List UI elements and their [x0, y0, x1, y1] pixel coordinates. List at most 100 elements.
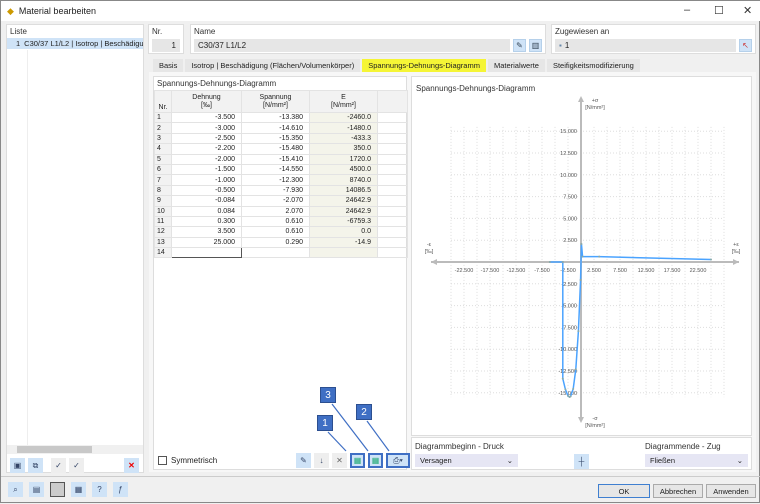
units-icon[interactable]: ▤	[29, 482, 44, 497]
y-tick-label: 12.500	[560, 151, 577, 157]
color-icon[interactable]	[50, 482, 65, 497]
data-point	[581, 255, 584, 258]
table-row: 2 -3.000 -14.610 -1480.0	[154, 122, 408, 134]
callout-2: 2	[356, 404, 372, 420]
stress-strain-table: Nr. Dehnung [‰] Spannung [N/mm²] E [N/mm²] …	[154, 90, 408, 259]
chevron-down-icon: ⌄	[736, 456, 743, 465]
x-tick-label: -22.500	[455, 268, 474, 274]
diagram-start-select[interactable]: Versagen ⌄	[415, 454, 518, 467]
data-point	[567, 394, 569, 397]
header-stress: Spannung [N/mm²]	[241, 90, 310, 113]
apply-button[interactable]: Anwenden	[706, 484, 756, 498]
y-unit-bottom: [N/mm²]	[585, 423, 605, 429]
data-point	[579, 279, 582, 282]
x-pos-label: +ε	[733, 242, 739, 248]
data-point	[564, 388, 567, 391]
stress-strain-chart: -22.500 -17.500 -12.500 -7.500 -2.500 2.500 7.…	[425, 96, 741, 429]
chevron-down-icon: ⌄	[506, 456, 513, 465]
tab-stress-strain[interactable]: Spannungs-Dehnungs-Diagramm	[362, 59, 486, 72]
x-tick-label: 17.500	[664, 268, 681, 274]
edit-table-icon[interactable]: ✎	[296, 453, 311, 468]
edit-name-icon[interactable]: ✎	[513, 39, 526, 52]
export-excel-icon[interactable]: ▦	[350, 453, 365, 468]
function-icon[interactable]: ƒ	[113, 482, 128, 497]
tab-basis[interactable]: Basis	[153, 59, 184, 72]
assigned-value: 1	[564, 41, 570, 50]
data-point	[561, 377, 564, 380]
search-icon[interactable]: ⌕	[8, 482, 23, 497]
name-label: Name	[194, 27, 216, 36]
table-title: Spannungs-Dehnungs-Diagramm	[157, 79, 277, 88]
library-icon[interactable]: ▥	[529, 39, 542, 52]
table-row: 14	[154, 247, 408, 259]
new-material-icon[interactable]: ▣	[10, 458, 25, 473]
help-icon[interactable]: ?	[92, 482, 107, 497]
data-point	[548, 261, 551, 263]
bottom-toolbar	[1, 476, 760, 477]
app-icon: ◆	[7, 5, 14, 16]
window-title: Material bearbeiten	[18, 6, 96, 16]
tree-line	[27, 50, 28, 450]
symmetric-checkbox[interactable]	[158, 456, 167, 465]
header-empty	[377, 90, 408, 113]
x-tick-label: 2.500	[587, 268, 601, 274]
y-tick-label: -12.500	[558, 369, 577, 375]
cell-x	[377, 247, 408, 259]
name-panel: Name C30/37 L1/L2 ✎ ▥	[190, 24, 546, 54]
diagram-start-label: Diagrammbeginn - Druck	[415, 442, 504, 451]
callout-1: 1	[317, 415, 333, 431]
minimize-button[interactable]: –	[684, 4, 691, 16]
assigned-label: Zugewiesen an	[555, 27, 610, 36]
axis-settings-icon[interactable]: ┼	[574, 454, 589, 469]
header-e: E [N/mm²]	[309, 90, 378, 113]
select-objects-icon[interactable]: ↖	[739, 39, 752, 52]
diagram-end-value: Fließen	[650, 456, 676, 465]
print-icon[interactable]: ⎙▾	[386, 453, 410, 468]
name-field[interactable]: C30/37 L1/L2	[194, 39, 510, 52]
cancel-button[interactable]: Abbrechen	[653, 484, 703, 498]
maximize-button[interactable]: ☐	[714, 5, 724, 17]
check-icon[interactable]: ✓	[51, 458, 66, 473]
tab-bar: Basis Isotrop | Beschädigung (Flächen/Vo…	[153, 59, 640, 72]
assigned-field[interactable]: ▪ 1	[555, 39, 736, 52]
y-pos-label: +σ	[592, 98, 599, 104]
import-excel-icon[interactable]: ▦	[368, 453, 383, 468]
chart-title: Spannungs-Dehnungs-Diagramm	[416, 84, 536, 93]
data-point	[561, 261, 564, 263]
y-tick-label: -10.000	[558, 347, 577, 353]
y-tick-label: 15.000	[560, 129, 577, 135]
list-item[interactable]: 1 C30/37 L1/L2 | Isotrop | Beschädigung	[7, 38, 143, 49]
x-tick-label: -12.500	[507, 268, 526, 274]
data-point	[580, 242, 583, 245]
table-row: 4 -2.200 -15.480 350.0	[154, 143, 408, 155]
x-tick-label: 22.500	[690, 268, 707, 274]
y-tick-label: 5.000	[563, 216, 577, 222]
x-tick-label: 7.500	[613, 268, 627, 274]
copy-material-icon[interactable]: ⧉	[28, 458, 43, 473]
table-panel: Spannungs-Dehnungs-Diagramm Nr. Dehnung[…	[153, 76, 410, 470]
delete-row-icon[interactable]: ✕	[332, 453, 347, 468]
assigned-panel: Zugewiesen an ▪ 1 ↖	[551, 24, 756, 54]
x-unit-right: [‰]	[732, 249, 741, 255]
tab-materialwerte[interactable]: Materialwerte	[487, 59, 545, 72]
tab-isotrop[interactable]: Isotrop | Beschädigung (Flächen/Volumenk…	[185, 59, 361, 72]
uncheck-icon[interactable]: ✓	[69, 458, 84, 473]
y-neg-label: -σ	[592, 416, 598, 422]
data-point	[572, 387, 575, 390]
close-button[interactable]: ✕	[743, 5, 753, 17]
y-tick-label: 2.500	[563, 238, 577, 244]
sort-icon[interactable]: ↓	[314, 453, 329, 468]
delete-icon[interactable]: ✕	[124, 458, 139, 473]
x-tick-label: -7.500	[534, 268, 550, 274]
x-tick-label: 12.500	[638, 268, 655, 274]
parameters-icon[interactable]: ▦	[71, 482, 86, 497]
x-unit-left: [‰]	[425, 249, 434, 255]
horizontal-scrollbar[interactable]	[7, 445, 143, 454]
y-tick-label: -2.500	[561, 282, 577, 288]
y-tick-label: -7.500	[561, 325, 577, 331]
list-item-text: C30/37 L1/L2 | Isotrop | Beschädigung	[24, 39, 143, 48]
diagram-end-select[interactable]: Fließen ⌄	[645, 454, 748, 467]
ok-button[interactable]: OK	[598, 484, 650, 498]
tab-steifigkeit[interactable]: Steifigkeitsmodifizierung	[546, 59, 640, 72]
